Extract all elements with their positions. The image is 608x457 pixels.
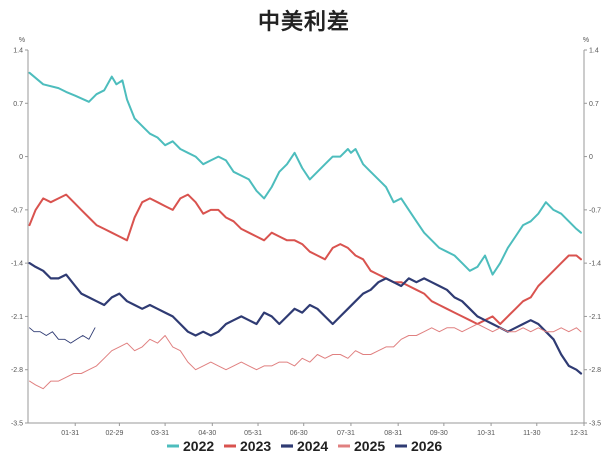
x-tick-label: 07-31: [337, 430, 355, 437]
y-tick-label-left: -2.8: [11, 367, 23, 374]
y-unit-left: %: [19, 37, 25, 44]
x-tick-label: 03-31: [151, 430, 169, 437]
x-tick-label: 01-31: [61, 430, 79, 437]
y-unit-right: %: [583, 37, 589, 44]
x-tick-label: 05-31: [244, 430, 262, 437]
legend-label-2023: 2023: [240, 438, 271, 454]
y-tick-label-left: 1.4: [13, 48, 23, 55]
legend-label-2025: 2025: [354, 438, 385, 454]
y-tick-label-right: -0.7: [589, 207, 601, 214]
x-tick-label: 04-30: [198, 430, 216, 437]
series-line-2025: [29, 323, 582, 390]
x-tick-label: 08-31: [384, 430, 402, 437]
chart-axes: % %1.4 1.40.7 0.70 0-0.7 -0.7-1.4 -1.4-2.1 -2.1…: [11, 37, 601, 437]
y-tick-label-right: 0: [589, 154, 593, 161]
x-tick-label: 06-30: [290, 430, 308, 437]
x-tick-label: 09-30: [430, 430, 448, 437]
legend-label-2022: 2022: [183, 438, 214, 454]
y-tick-label-left: -2.1: [11, 314, 23, 321]
y-tick-label-right: -2.1: [589, 314, 601, 321]
y-tick-label-left: -3.5: [11, 421, 23, 428]
y-tick-label-left: -1.4: [11, 261, 23, 268]
legend-label-2026: 2026: [411, 438, 442, 454]
series-line-2022: [28, 71, 582, 276]
x-tick-label: 02-29: [105, 430, 123, 437]
y-tick-label-right: 0.7: [589, 101, 599, 108]
y-tick-label-right: 1.4: [589, 48, 599, 55]
y-tick-label-left: 0: [19, 154, 23, 161]
y-tick-label-right: -3.5: [589, 421, 601, 428]
series-line-2024: [28, 262, 583, 375]
series-line-2023: [28, 193, 582, 325]
x-tick-label: 11-30: [523, 430, 540, 437]
x-tick-label: 12-31: [570, 430, 588, 437]
x-tick-label: 10-31: [477, 430, 495, 437]
series-line-2026: [29, 327, 96, 344]
series-layer: [28, 71, 583, 390]
y-tick-label-right: -1.4: [589, 261, 601, 268]
y-tick-label-left: -0.7: [11, 207, 23, 214]
chart-title: 中美利差: [257, 9, 350, 34]
y-tick-label-right: -2.8: [589, 367, 601, 374]
legend-label-2024: 2024: [297, 438, 328, 454]
chart-legend: 2022 2023 2024 2025 2026: [167, 438, 442, 454]
y-tick-label-left: 0.7: [13, 101, 23, 108]
